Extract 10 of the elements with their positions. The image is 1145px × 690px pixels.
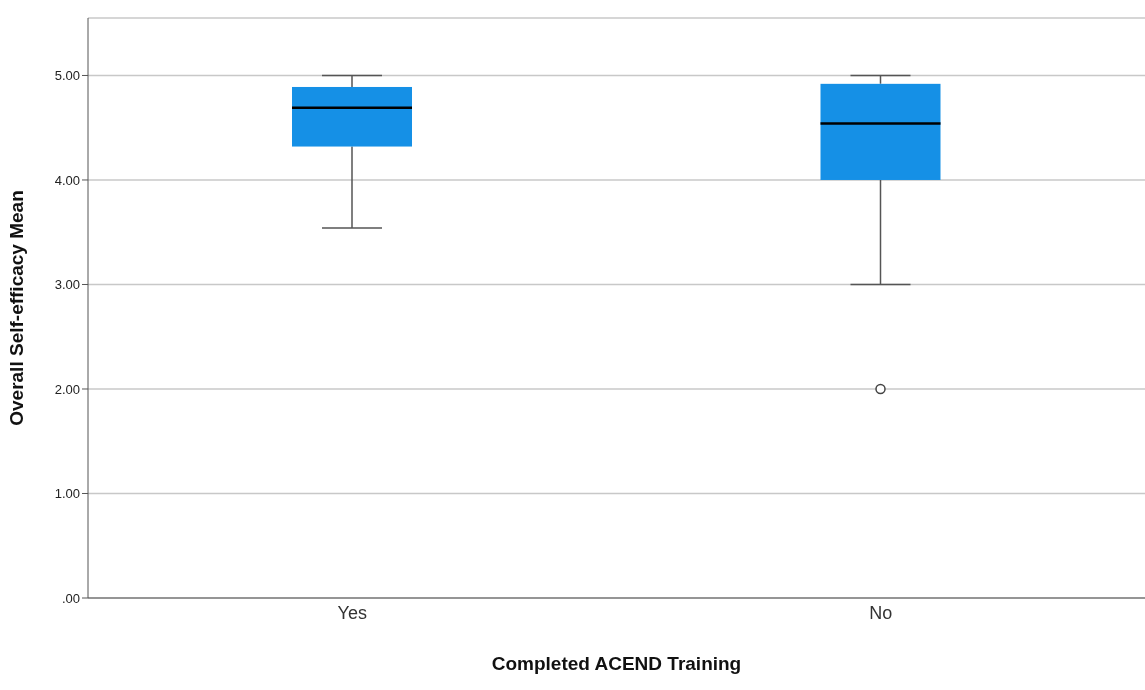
y-tick-label: 3.00: [54, 277, 80, 293]
y-tick-label: 1.00: [54, 486, 80, 502]
y-tick-label: 2.00: [54, 381, 80, 397]
x-tick-label: Yes: [337, 602, 367, 623]
y-tick-label: .00: [61, 590, 80, 606]
y-tick-label: 5.00: [54, 68, 80, 84]
y-tick-label: 4.00: [54, 172, 80, 188]
y-axis-title: Overall Self-efficacy Mean: [5, 190, 27, 426]
x-axis-title: Completed ACEND Training: [491, 653, 742, 674]
x-tick-label: No: [869, 602, 893, 623]
